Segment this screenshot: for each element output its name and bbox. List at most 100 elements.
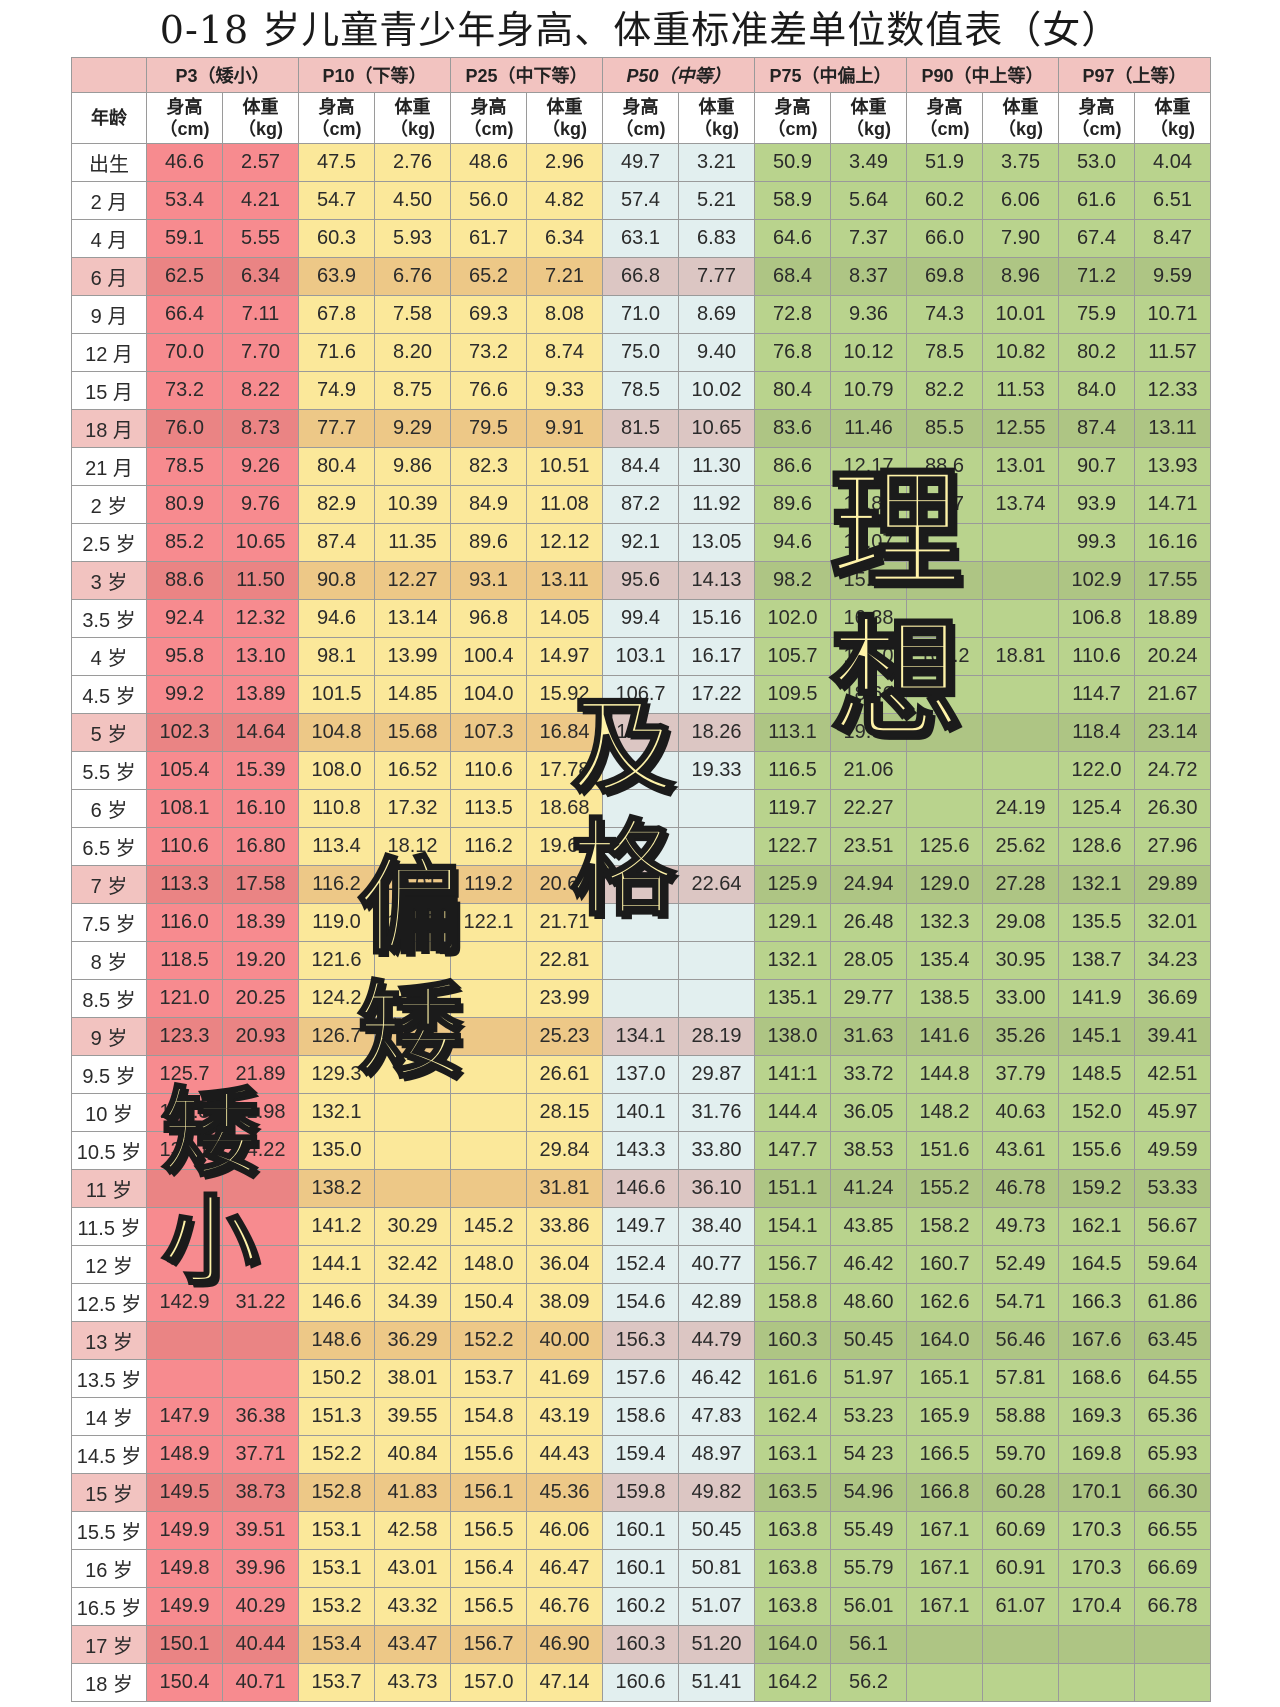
weight-cell: 29.08 xyxy=(982,903,1059,942)
weight-cell: 14.07 xyxy=(830,523,907,562)
weight-cell: 6.34 xyxy=(222,257,299,296)
table-row: 10 岁 128.3 22.98 132.1 28.15 140.1 31.76 144.4 3… xyxy=(71,1093,1211,1132)
weight-cell: 10.82 xyxy=(982,333,1059,372)
height-cell: 148.6 xyxy=(298,1321,375,1360)
height-cell: 145.1 xyxy=(1058,1017,1135,1056)
height-cell: 121.0 xyxy=(146,979,223,1018)
weight-cell: 7.90 xyxy=(982,219,1059,258)
height-cell: 145.2 xyxy=(450,1207,527,1246)
height-cell: 128.3 xyxy=(146,1093,223,1132)
weight-cell: 46.47 xyxy=(526,1549,603,1588)
height-cell: 94.6 xyxy=(298,599,375,638)
weight-cell: 53.23 xyxy=(830,1397,907,1436)
height-cell: 87.2 xyxy=(602,485,679,524)
height-cell: 153.2 xyxy=(298,1587,375,1626)
weight-cell: 56.01 xyxy=(830,1587,907,1626)
height-cell: 152.2 xyxy=(450,1321,527,1360)
height-cell: 77.7 xyxy=(298,409,375,448)
age-cell: 21 月 xyxy=(71,447,147,486)
height-cell: 166.8 xyxy=(906,1473,983,1512)
weight-cell xyxy=(374,1169,451,1208)
age-cell: 9.5 岁 xyxy=(71,1055,147,1094)
height-cell: 144.4 xyxy=(754,1093,831,1132)
weight-cell: 43.73 xyxy=(374,1663,451,1702)
height-cell: 81.5 xyxy=(602,409,679,448)
weight-cell: 10.02 xyxy=(678,371,755,410)
weight-cell: 14.85 xyxy=(374,675,451,714)
height-cell: 148.2 xyxy=(906,1093,983,1132)
age-cell: 6 岁 xyxy=(71,789,147,828)
weight-cell xyxy=(222,1245,299,1284)
weight-cell: 5.55 xyxy=(222,219,299,258)
height-cell: 132.1 xyxy=(298,1093,375,1132)
weight-cell: 13.99 xyxy=(374,637,451,676)
age-cell: 3.5 岁 xyxy=(71,599,147,638)
table-row: 8 岁 118.5 19.20 121.6 22.81 132.1 28.05 135.4 30… xyxy=(71,941,1211,980)
age-cell: 4.5 岁 xyxy=(71,675,147,714)
overlay-below-avg-label: 偏 矮 xyxy=(355,854,465,1085)
weight-cell: 11.46 xyxy=(830,409,907,448)
weight-cell: 50.81 xyxy=(678,1549,755,1588)
subheader-height-6: 身高 （cm) xyxy=(1058,92,1135,144)
age-cell: 15 岁 xyxy=(71,1473,147,1512)
weight-cell xyxy=(982,561,1059,600)
weight-cell: 66.69 xyxy=(1134,1549,1211,1588)
weight-cell: 9.86 xyxy=(374,447,451,486)
weight-cell: 9.29 xyxy=(374,409,451,448)
weight-cell: 65.93 xyxy=(1134,1435,1211,1474)
weight-cell: 39.96 xyxy=(222,1549,299,1588)
weight-cell: 31.63 xyxy=(830,1017,907,1056)
height-cell: 110.6 xyxy=(146,827,223,866)
height-cell: 125.4 xyxy=(1058,789,1135,828)
weight-cell: 39.55 xyxy=(374,1397,451,1436)
height-cell: 67.8 xyxy=(298,295,375,334)
age-cell: 4 岁 xyxy=(71,637,147,676)
height-cell: 125.9 xyxy=(754,865,831,904)
height-cell: 87.4 xyxy=(298,523,375,562)
weight-cell: 32.42 xyxy=(374,1245,451,1284)
weight-cell: 6.76 xyxy=(374,257,451,296)
height-cell: 129.1 xyxy=(754,903,831,942)
height-cell xyxy=(602,865,679,904)
height-cell: 54.7 xyxy=(298,181,375,220)
weight-cell xyxy=(222,1359,299,1398)
height-cell xyxy=(450,1017,527,1056)
height-cell: 163.8 xyxy=(754,1511,831,1550)
height-cell: 135.1 xyxy=(754,979,831,1018)
height-cell: 99.4 xyxy=(602,599,679,638)
height-cell: 71.0 xyxy=(602,295,679,334)
height-cell: 99.2 xyxy=(146,675,223,714)
height-cell xyxy=(906,599,983,638)
height-cell: 151.1 xyxy=(754,1169,831,1208)
weight-cell: 43.85 xyxy=(830,1207,907,1246)
weight-cell: 42.89 xyxy=(678,1283,755,1322)
height-cell: 119.0 xyxy=(298,903,375,942)
weight-cell: 18.26 xyxy=(678,713,755,752)
group-header-p97: P97（上等） xyxy=(1058,57,1211,93)
height-cell: 113.3 xyxy=(146,865,223,904)
height-cell: 107.3 xyxy=(450,713,527,752)
weight-cell: 48.97 xyxy=(678,1435,755,1474)
weight-cell: 7.21 xyxy=(526,257,603,296)
weight-cell: 26.48 xyxy=(830,903,907,942)
height-cell: 88.6 xyxy=(146,561,223,600)
height-cell: 122.0 xyxy=(1058,751,1135,790)
weight-cell: 60.69 xyxy=(982,1511,1059,1550)
weight-cell: 32.01 xyxy=(1134,903,1211,942)
height-cell xyxy=(906,523,983,562)
height-cell xyxy=(146,1245,223,1284)
height-cell: 152.8 xyxy=(298,1473,375,1512)
weight-cell: 4.21 xyxy=(222,181,299,220)
height-cell: 119.7 xyxy=(754,789,831,828)
age-cell: 10 岁 xyxy=(71,1093,147,1132)
table-row: 15 岁 149.5 38.73 152.8 41.83 156.1 45.36 159.8 4… xyxy=(71,1473,1211,1512)
subheader-weight-5: 体重 （kg) xyxy=(982,92,1059,144)
weight-cell: 53.33 xyxy=(1134,1169,1211,1208)
height-cell: 53.0 xyxy=(1058,143,1135,182)
weight-cell xyxy=(374,941,451,980)
weight-cell: 29.77 xyxy=(830,979,907,1018)
weight-cell: 49.59 xyxy=(1134,1131,1211,1170)
weight-cell: 54 23 xyxy=(830,1435,907,1474)
weight-cell: 12.27 xyxy=(374,561,451,600)
overlay-short-char-1: 矮 xyxy=(161,1077,260,1189)
